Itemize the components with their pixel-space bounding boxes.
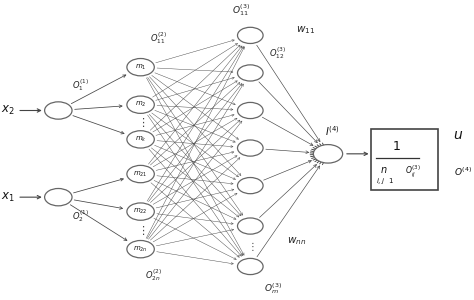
Text: $m_k$: $m_k$ [135, 135, 146, 144]
Text: $\vdots$: $\vdots$ [137, 224, 145, 237]
Text: $x_2$: $x_2$ [1, 104, 15, 117]
Circle shape [237, 27, 263, 44]
Circle shape [237, 140, 263, 156]
Circle shape [127, 58, 155, 76]
Circle shape [127, 131, 155, 148]
Text: $m_{21}$: $m_{21}$ [133, 169, 148, 179]
Text: $m_2$: $m_2$ [135, 100, 146, 109]
Text: $u$: $u$ [453, 128, 464, 142]
Text: $w_{11}$: $w_{11}$ [296, 24, 315, 35]
Text: $O_{12}^{(3)}$: $O_{12}^{(3)}$ [269, 46, 286, 62]
Text: $O_1^{(1)}$: $O_1^{(1)}$ [72, 78, 89, 93]
Text: $i,j\ \ 1$: $i,j\ \ 1$ [376, 176, 394, 187]
Text: $1$: $1$ [392, 140, 401, 153]
Circle shape [127, 165, 155, 183]
Circle shape [45, 102, 72, 119]
Circle shape [237, 218, 263, 234]
Text: $\vdots$: $\vdots$ [137, 116, 145, 129]
Circle shape [127, 96, 155, 113]
Circle shape [237, 65, 263, 81]
Text: $O_m^{(3)}$: $O_m^{(3)}$ [264, 281, 282, 296]
Text: $\vdots$: $\vdots$ [246, 240, 254, 253]
Circle shape [313, 145, 343, 163]
Text: $O_{2n}^{(2)}$: $O_{2n}^{(2)}$ [145, 268, 162, 283]
Text: $O_{ij}^{(3)}$: $O_{ij}^{(3)}$ [405, 164, 420, 180]
Text: $O_{11}^{(2)}$: $O_{11}^{(2)}$ [150, 30, 167, 46]
Text: $n$: $n$ [381, 165, 388, 175]
Text: $x_1$: $x_1$ [1, 190, 15, 204]
Text: $m_{2n}$: $m_{2n}$ [133, 244, 148, 254]
Text: $m_1$: $m_1$ [135, 63, 146, 72]
Circle shape [127, 203, 155, 220]
Circle shape [237, 258, 263, 274]
Circle shape [237, 102, 263, 119]
Circle shape [127, 241, 155, 258]
Circle shape [45, 188, 72, 206]
FancyBboxPatch shape [372, 129, 438, 190]
Text: $O_2^{(1)}$: $O_2^{(1)}$ [72, 209, 89, 224]
Text: $I^{(4)}$: $I^{(4)}$ [325, 124, 340, 138]
Text: $w_{nn}$: $w_{nn}$ [287, 235, 306, 247]
Text: $O_{11}^{(3)}$: $O_{11}^{(3)}$ [232, 2, 250, 18]
Text: $O^{(4)}$: $O^{(4)}$ [454, 165, 472, 178]
Text: $m_{22}$: $m_{22}$ [133, 207, 148, 216]
Circle shape [237, 178, 263, 194]
